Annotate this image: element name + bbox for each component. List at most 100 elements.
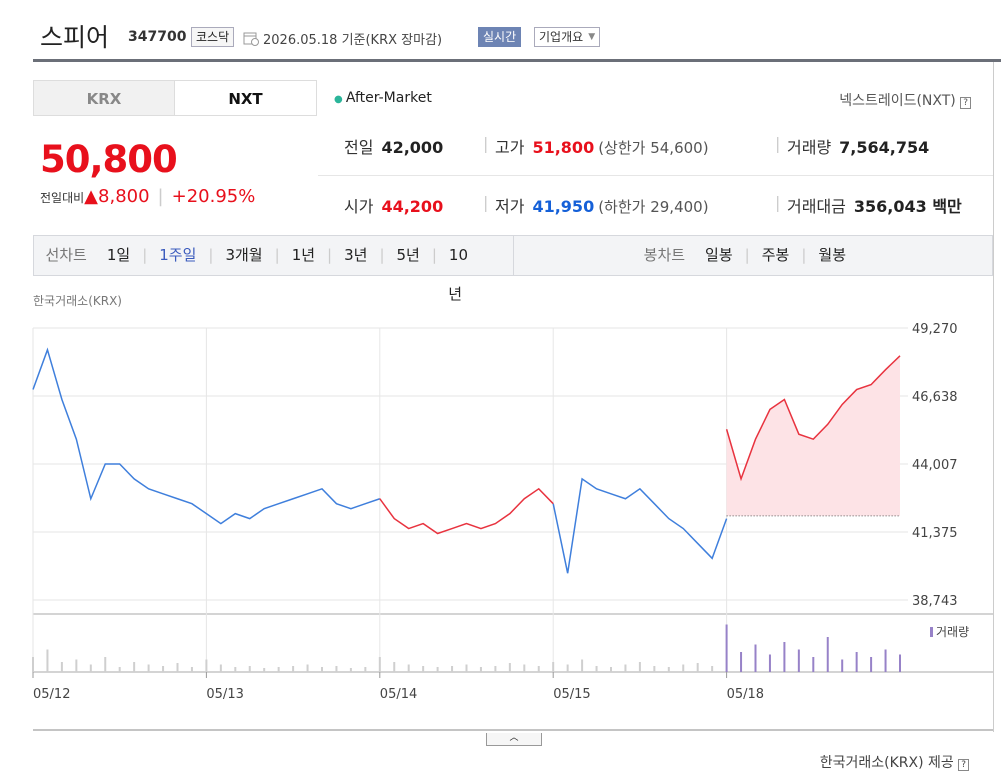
change-label: 전일대비	[40, 191, 85, 205]
volume-bar	[826, 637, 829, 672]
bar-item[interactable]: 3년	[344, 246, 368, 264]
krx-tab[interactable]: KRX	[33, 80, 175, 116]
volume-bar	[335, 666, 338, 672]
volume-bar	[783, 642, 786, 672]
bar-item[interactable]: 10년	[448, 246, 468, 303]
volume-bar	[60, 662, 63, 672]
separator: |	[431, 246, 437, 264]
volume-bar	[479, 667, 482, 672]
volume-bar	[248, 666, 251, 672]
quote: 거래대금 356,043 백만 |	[775, 193, 962, 217]
volume-bar	[667, 667, 670, 672]
period-bar: 선차트 1일 | 1주일 | 3개월 | 1년 | 3년 | 5년 | 10년	[33, 235, 514, 303]
volume-bar	[104, 657, 107, 672]
volume-bar	[89, 664, 92, 672]
current-price: 50,800	[40, 138, 178, 181]
x-tick-label: 05/14	[380, 687, 417, 702]
volume-bar	[653, 666, 656, 672]
quote: 고가 51,800 (상한가 54,600) |	[483, 134, 709, 158]
bar-item[interactable]: 5년	[396, 246, 420, 264]
volume-bar	[638, 662, 641, 672]
legend-mark	[930, 627, 933, 637]
volume-bar	[696, 663, 699, 672]
quote-divider	[318, 175, 993, 176]
volume-bar	[595, 666, 598, 672]
volume-bar	[32, 657, 34, 672]
volume-bar	[812, 657, 815, 672]
volume-bar	[494, 666, 497, 672]
bar-item[interactable]: 월봉	[818, 246, 846, 264]
volume-bar	[378, 657, 381, 672]
volume-bar	[754, 644, 757, 672]
volume-bar	[393, 662, 396, 672]
volume-bar	[364, 667, 367, 672]
volume-bar	[899, 654, 901, 672]
footer: 한국거래소(KRX) 제공 ?	[820, 752, 969, 772]
quote-label: 시가	[344, 197, 374, 216]
quote-sep: |	[775, 193, 781, 212]
bar-item[interactable]: 3개월	[225, 246, 263, 264]
bar-item[interactable]: 일봉	[705, 246, 733, 264]
volume-bar	[205, 659, 208, 672]
separator: |	[379, 246, 385, 264]
price-line	[32, 347, 728, 574]
quote-sep: |	[483, 134, 489, 153]
realtime-button[interactable]: 실시간	[478, 27, 522, 47]
volume-bar	[740, 652, 743, 672]
quote-label: 저가	[495, 197, 525, 216]
after-market-label: After-Market	[345, 90, 432, 106]
y-tick-label: 41,375	[912, 526, 958, 541]
stock-name: 스피어	[40, 23, 110, 52]
collapse-button[interactable]: ︿	[486, 733, 542, 746]
volume-bar	[277, 667, 280, 672]
volume-bar	[465, 664, 468, 672]
volume-bar	[118, 667, 121, 672]
x-tick-label: 05/15	[553, 687, 590, 702]
y-tick-label: 46,638	[912, 390, 958, 405]
volume-bar	[725, 624, 728, 672]
stock-code: 347700	[128, 29, 187, 45]
quote: 시가 44,200	[344, 193, 443, 217]
quote-value: 7,564,754	[839, 138, 930, 157]
volume-bar	[219, 664, 222, 672]
bar-item[interactable]: 1주일	[159, 246, 197, 264]
volume-bar	[349, 668, 352, 672]
bar-item[interactable]: 1일	[106, 246, 131, 264]
quote: 전일 42,000	[344, 134, 443, 158]
y-tick-label: 38,743	[912, 594, 958, 609]
base-date: 2026.05.18 기준(KRX 장마감)	[263, 33, 443, 48]
volume-bar	[624, 664, 627, 672]
bar-item[interactable]: 주봉	[761, 246, 790, 264]
volume-bar	[508, 663, 511, 672]
header-rule	[33, 59, 1001, 62]
volume-bar	[451, 666, 454, 672]
nxt-tab[interactable]: NXT	[175, 80, 317, 116]
company-button[interactable]: 기업개요 ▼	[534, 27, 601, 47]
volume-bar	[263, 668, 266, 672]
right-border	[993, 62, 994, 732]
volume-bar	[306, 664, 309, 672]
volume-bar	[46, 649, 49, 672]
quote-value: 42,000	[381, 138, 444, 157]
bar-label: 봉차트	[643, 246, 686, 264]
company-label: 기업개요	[539, 30, 584, 44]
volume-bar	[162, 666, 165, 672]
volume-bar	[133, 662, 136, 672]
volume-bar	[855, 652, 858, 672]
quote-sep: |	[775, 134, 781, 153]
bar-item[interactable]: 1년	[291, 246, 316, 264]
x-tick-label: 05/18	[727, 687, 764, 702]
market-badge: 코스닥	[191, 27, 235, 47]
volume-bar	[884, 649, 887, 672]
quote-label: 고가	[495, 138, 525, 157]
quote-label: 전일	[344, 138, 374, 157]
chart-source: 한국거래소(KRX)	[33, 294, 122, 308]
area-fill	[726, 355, 900, 516]
volume-bar	[870, 657, 873, 672]
footer-label: 한국거래소(KRX) 제공	[819, 755, 954, 771]
quote-value: 41,950	[532, 197, 595, 216]
nxt-link[interactable]: 넥스트레이드(NXT) ?	[839, 90, 971, 110]
nxt-link-label: 넥스트레이드(NXT)	[839, 93, 956, 109]
y-tick-label: 44,007	[912, 458, 958, 473]
quote-value: 356,043 백만	[853, 197, 962, 216]
